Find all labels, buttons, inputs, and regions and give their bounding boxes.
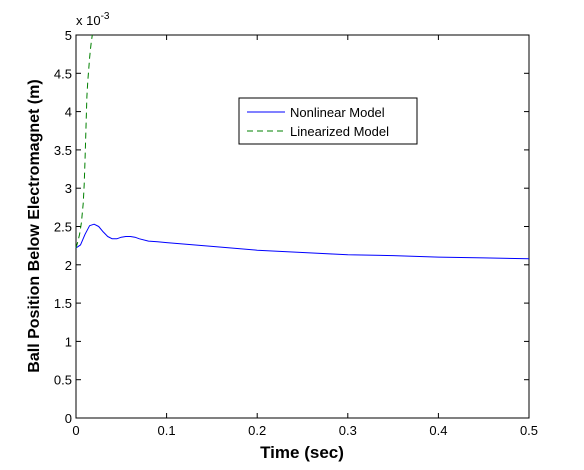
y-tick-label: 3.5 (54, 143, 72, 158)
legend-box (238, 97, 418, 145)
y-tick-label: 1.5 (54, 296, 72, 311)
y-tick-label: 2.5 (54, 220, 72, 235)
series-line-linearized (75, 34, 93, 249)
y-tick-label: 1 (65, 334, 72, 349)
series-lines (75, 34, 530, 260)
plot-area (75, 34, 530, 419)
y-tick-label: 3 (65, 181, 72, 196)
y-tick-label: 0 (65, 411, 72, 426)
y-tick-label: 5 (65, 28, 72, 43)
y-tick-label: 4 (65, 105, 72, 120)
x-tick-label: 0.5 (520, 423, 538, 438)
legend-label-linearized: Linearized Model (290, 124, 389, 139)
x-tick-label: 0.3 (339, 423, 357, 438)
x-tick-label: 0.4 (429, 423, 447, 438)
x-tick-label: 0.1 (158, 423, 176, 438)
y-axis-label: Ball Position Below Electromagnet (m) (26, 79, 43, 372)
series-line-nonlinear (75, 223, 530, 260)
x-tick-label: 0.2 (248, 423, 266, 438)
x-axis-label: Time (sec) (260, 443, 344, 462)
x-tick-label: 0 (72, 423, 79, 438)
y-tick-label: 4.5 (54, 66, 72, 81)
legend-label-nonlinear: Nonlinear Model (290, 105, 385, 120)
axis-ticks: 0 0.1 0.2 0.3 0.4 0.5 0 0.5 1 1.5 2 2.5 3 3.5 4 4.5 5 (54, 28, 538, 438)
legend: Nonlinear Model Linearized Model (238, 97, 418, 145)
y-axis-exponent: x 10-3 (76, 11, 110, 28)
y-tick-label: 0.5 (54, 373, 72, 388)
y-tick-label: 2 (65, 258, 72, 273)
